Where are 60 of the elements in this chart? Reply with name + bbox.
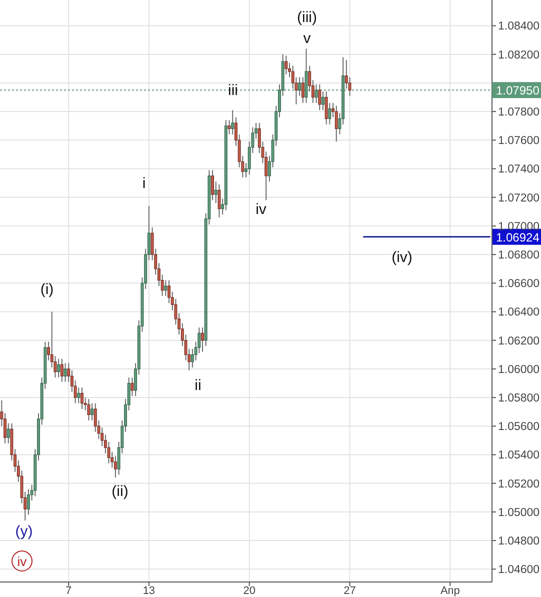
- candlestick: [64, 362, 67, 382]
- candlestick: [130, 377, 134, 397]
- y-tick-label: 1.07600: [498, 135, 540, 148]
- y-tick-label: 1.07400: [498, 164, 540, 176]
- y-tick-label: 1.06400: [498, 306, 540, 319]
- x-tick-label: 7: [66, 585, 72, 597]
- y-tick-label: 1.08400: [498, 20, 540, 33]
- candlestick: [284, 55, 288, 75]
- y-tick-label: 1.05400: [498, 450, 540, 462]
- annotation: iv: [17, 554, 28, 569]
- y-tick-label: 1.06000: [498, 364, 540, 376]
- candlestick: [228, 120, 231, 135]
- candlestick: [328, 102, 332, 125]
- y-tick-label: 1.05800: [498, 392, 540, 405]
- x-tick-label: 27: [344, 585, 356, 597]
- candlestick: [201, 326, 204, 352]
- annotation: (i): [40, 281, 54, 298]
- candlestick: [324, 91, 328, 125]
- annotation: iii: [228, 82, 238, 99]
- y-tick-label: 1.06800: [498, 250, 540, 262]
- candlestick: [218, 184, 221, 218]
- candlestick: [318, 84, 322, 111]
- annotation: ii: [194, 377, 202, 394]
- text: 1.06924: [496, 230, 540, 244]
- candlestick: [214, 181, 218, 204]
- candlestick: [90, 402, 94, 421]
- ref-line-label: 1.07950: [496, 84, 540, 98]
- candlestick: [231, 110, 234, 135]
- y-tick-label: 1.05200: [498, 478, 540, 490]
- x-tick-label: Апр: [440, 585, 460, 597]
- candlestick: [301, 76, 304, 104]
- x-tick-label: 20: [243, 585, 256, 597]
- annotation: iv: [256, 201, 267, 218]
- candlestick: [60, 358, 64, 382]
- candlestick: [80, 387, 84, 410]
- candlestick: [164, 280, 168, 297]
- candlestick: [334, 105, 338, 142]
- candlestick: [322, 91, 324, 111]
- annotation: (iv): [392, 249, 412, 266]
- candlestick: [87, 398, 90, 421]
- y-tick-label: 1.06200: [498, 335, 540, 348]
- y-tick-label: 1.04800: [498, 536, 540, 548]
- y-tick-label: 1.06600: [498, 278, 540, 290]
- y-tick-label: 1.07200: [498, 192, 540, 204]
- y-tick-label: 1.04600: [498, 564, 540, 576]
- annotation: (ii): [112, 483, 128, 500]
- candlestick: [77, 387, 80, 404]
- y-tick-label: 1.05600: [498, 421, 540, 434]
- annotation: (y): [15, 523, 33, 540]
- candlestick: [57, 358, 60, 378]
- x-tick-label: 13: [142, 585, 156, 597]
- y-tick-label: 1.08200: [498, 49, 540, 62]
- candlestick: [6, 422, 10, 444]
- annotation: i: [142, 175, 146, 192]
- y-tick-label: 1.05000: [498, 506, 540, 519]
- y-tick-label: 1.07800: [498, 106, 540, 119]
- candlestick: [211, 170, 214, 201]
- annotation: (iii): [297, 9, 317, 26]
- annotation: v: [303, 30, 312, 47]
- candlestick: [114, 456, 117, 478]
